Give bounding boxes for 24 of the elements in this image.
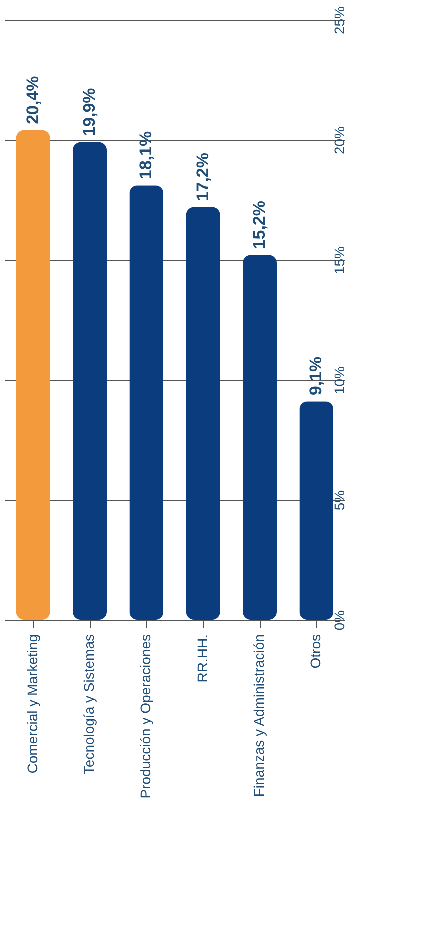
data-label: 17,2% <box>193 152 212 202</box>
y-tick-label: 15% <box>332 246 348 275</box>
data-label: 15,2% <box>250 200 269 250</box>
bar <box>186 207 220 620</box>
x-tick-label: Finanzas y Administración <box>251 634 267 798</box>
bar <box>73 142 107 620</box>
data-label: 9,1% <box>306 356 326 396</box>
data-label: 18,1% <box>136 131 156 180</box>
bar <box>300 402 334 620</box>
data-label: 19,9% <box>80 88 99 136</box>
bar <box>243 255 277 620</box>
y-tick-label: 5% <box>332 490 348 511</box>
x-tick-label: Producción y Operaciones <box>138 634 154 799</box>
x-tick-label: Tecnología y Sistemas <box>81 634 97 775</box>
bar <box>130 186 164 620</box>
data-label: 20,4% <box>23 76 42 124</box>
y-tick-label: 0% <box>332 610 348 631</box>
x-tick-label: Comercial y Marketing <box>24 634 40 774</box>
y-tick-label: 10% <box>332 366 348 395</box>
x-tick-label: Otros <box>308 634 324 669</box>
bar <box>16 130 50 620</box>
y-tick-label: 25% <box>332 6 348 35</box>
x-tick-label: RR.HH. <box>194 634 210 683</box>
y-tick-label: 20% <box>332 126 348 155</box>
